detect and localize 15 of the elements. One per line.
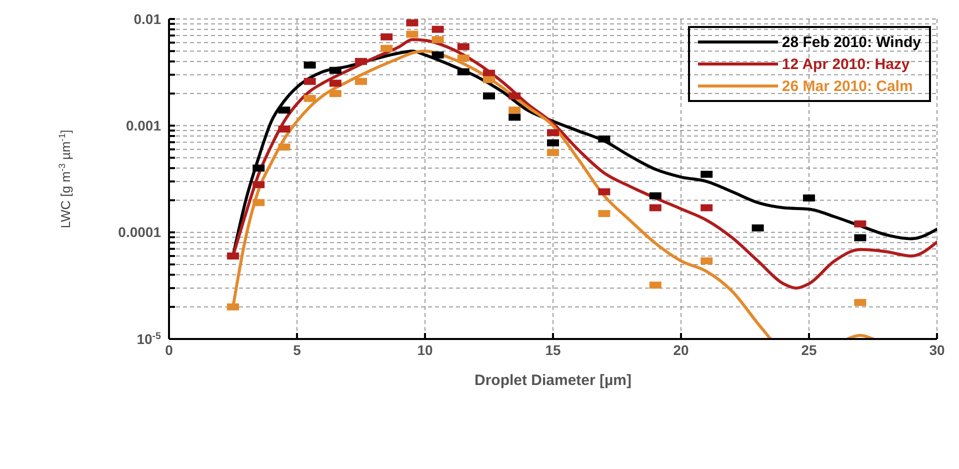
x-tick-label: 30 (929, 342, 945, 358)
y-tick-label: 10$^{-5}$ (136, 330, 162, 347)
x-tick-label: 10 (417, 342, 433, 358)
y-tick-label: 0.0001 (118, 224, 162, 240)
x-tick-label: 20 (673, 342, 689, 358)
text: 26 Mar 2010: Calm (782, 78, 913, 94)
x-tick-label: 25 (801, 342, 817, 358)
x-tick-label: 0 (165, 342, 174, 358)
text: 28 Feb 2010: Windy (782, 34, 921, 50)
x-tick-label: 5 (293, 342, 302, 358)
text: 12 Apr 2010: Hazy (782, 56, 910, 72)
y-tick-label: 0.001 (126, 118, 162, 134)
x-axis-title: Droplet Diameter [µm] (474, 372, 632, 389)
x-tick-label: 15 (545, 342, 561, 358)
y-tick-label: 0.01 (134, 10, 162, 27)
